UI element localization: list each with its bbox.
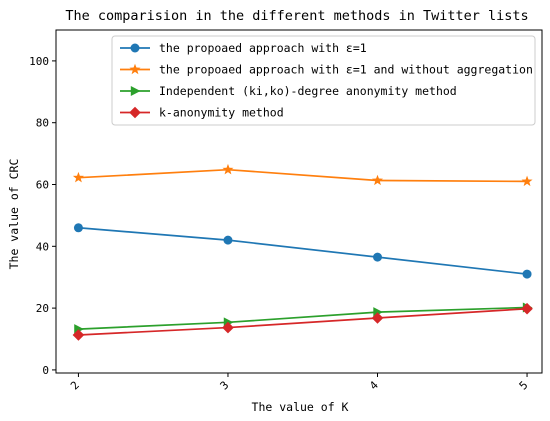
series-2: [74, 302, 533, 335]
legend-marker-1: [129, 63, 141, 75]
legend-label-1: the propoaed approach with ε=1 and witho…: [159, 63, 533, 77]
legend: the propoaed approach with ε=1 the propoa…: [111, 35, 536, 126]
legend-label-2: Independent (ki,ko)-degree anonymity met…: [159, 84, 457, 98]
legend-entry-2: Independent (ki,ko)-degree anonymity met…: [120, 84, 457, 98]
data-point-0-1: [223, 235, 233, 245]
legend-entry-3: k-anonymity method: [120, 106, 284, 120]
x-tick-label-1: 3: [218, 379, 232, 393]
legend-marker-3: [129, 106, 141, 119]
data-point-0-3: [522, 269, 532, 279]
legend-entry-1: the propoaed approach with ε=1 and witho…: [120, 63, 533, 77]
legend-entry-0: the propoaed approach with ε=1: [120, 41, 367, 55]
legend-label-0: the propoaed approach with ε=1: [159, 41, 367, 55]
y-axis-label: The value of CRC: [7, 159, 21, 270]
series-line-3: [78, 307, 528, 336]
series-line-1: [78, 168, 528, 183]
chart-title: The comparision in the different methods…: [65, 8, 528, 24]
legend-marker-2: [130, 86, 141, 96]
legend-marker-0: [130, 43, 140, 53]
series-3: [72, 302, 533, 341]
data-point-0-2: [373, 252, 383, 262]
x-tick-label-3: 5: [517, 379, 531, 393]
series-line-2: [78, 306, 528, 330]
y-tick-label-80: 80: [36, 117, 49, 130]
plot-frame: [55, 29, 543, 374]
data-point-3-0: [72, 329, 85, 341]
legend-box: [111, 35, 536, 126]
x-tick-label-2: 4: [367, 378, 381, 392]
y-tick-label-60: 60: [36, 179, 49, 192]
legend-label-3: k-anonymity method: [159, 106, 284, 120]
y-tick-label-40: 40: [36, 240, 49, 253]
data-point-1-0: [72, 171, 84, 183]
data-point-1-3: [521, 175, 533, 187]
y-tick-label-0: 0: [42, 364, 49, 377]
y-tick-label-100: 100: [29, 55, 49, 68]
x-tick-label-0: 2: [68, 379, 82, 393]
series-1: [72, 163, 533, 187]
data-point-1-1: [222, 163, 234, 175]
data-point-3-2: [371, 312, 384, 324]
data-point-3-3: [521, 302, 533, 315]
x-axis-label: The value of K: [252, 400, 349, 414]
y-tick-label-20: 20: [36, 302, 49, 315]
data-point-3-1: [222, 321, 234, 334]
series-line-0: [78, 226, 528, 275]
data-point-0-0: [73, 223, 83, 233]
data-point-1-2: [371, 174, 384, 186]
series-0: [73, 223, 532, 279]
